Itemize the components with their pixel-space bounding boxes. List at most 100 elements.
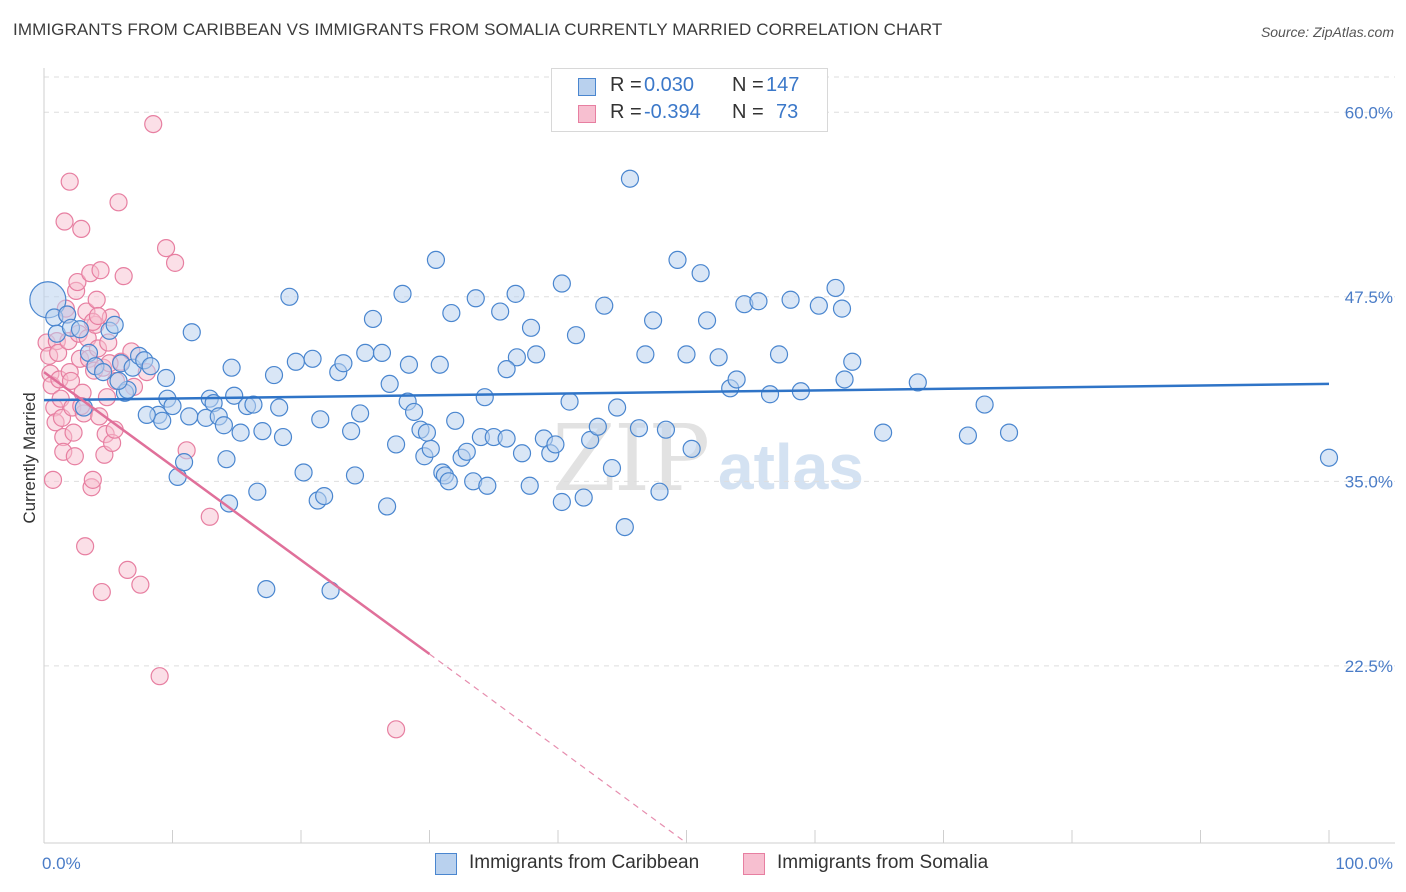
caribbean-point — [769, 345, 789, 364]
caribbean-point — [520, 476, 539, 495]
caribbean-point — [691, 264, 710, 283]
caribbean-point — [156, 368, 176, 388]
somalia-point — [55, 212, 74, 231]
somalia-point — [97, 388, 117, 407]
caribbean-point — [303, 349, 322, 368]
correlation-legend: R = 0.030 N = 147 R = -0.394 N = 73 — [551, 68, 828, 132]
caribbean-point — [244, 395, 263, 414]
caribbean-point — [727, 370, 746, 389]
caribbean-point — [163, 396, 182, 416]
x-tick-label: 100.0% — [1335, 854, 1393, 873]
caribbean-point — [506, 284, 525, 303]
caribbean-point — [356, 343, 375, 363]
somalia-point — [118, 560, 137, 580]
caribbean-point — [643, 311, 663, 330]
chart-title: IMMIGRANTS FROM CARIBBEAN VS IMMIGRANTS … — [13, 20, 943, 39]
caribbean-point — [253, 422, 272, 441]
somalia-point — [61, 371, 81, 391]
caribbean-point — [342, 422, 361, 441]
caribbean-point — [507, 348, 526, 367]
caribbean-point — [636, 345, 655, 364]
caribbean-point — [141, 357, 160, 376]
legend-swatch-pink — [578, 105, 596, 123]
caribbean-point — [835, 370, 854, 389]
y-tick-label: 60.0% — [1345, 103, 1393, 122]
caribbean-point — [70, 320, 90, 339]
caribbean-point — [826, 278, 845, 298]
caribbean-point — [377, 497, 397, 516]
caribbean-point — [874, 423, 893, 442]
somalia-point — [200, 507, 219, 526]
caribbean-point — [214, 416, 233, 435]
caribbean-point — [399, 355, 419, 374]
caribbean-point — [280, 287, 299, 306]
caribbean-point — [311, 410, 330, 429]
somalia-point — [87, 290, 106, 309]
caribbean-point — [843, 352, 862, 371]
caribbean-point — [217, 450, 236, 469]
caribbean-point — [174, 453, 194, 472]
legend-n-label: N = — [732, 74, 764, 96]
caribbean-point — [760, 385, 780, 404]
caribbean-point — [677, 345, 696, 364]
legend-n-label: N = — [732, 101, 764, 123]
somalia-trend-line — [43, 371, 431, 656]
legend-n-value: 73 — [776, 101, 799, 123]
caribbean-point — [602, 458, 622, 478]
trend-lines — [43, 371, 1330, 844]
somalia-point — [156, 238, 176, 258]
caribbean-point — [264, 365, 284, 385]
y-tick-label: 47.5% — [1345, 288, 1393, 307]
caribbean-points — [29, 169, 1339, 600]
somalia-point — [49, 343, 68, 363]
caribbean-point — [421, 439, 440, 458]
somalia-point — [92, 582, 111, 602]
caribbean-point — [345, 466, 365, 485]
caribbean-point — [958, 426, 978, 445]
caribbean-point — [393, 284, 412, 303]
caribbean-point — [781, 290, 800, 309]
caribbean-point — [497, 360, 516, 379]
legend-r-value: -0.394 — [644, 101, 701, 123]
source-credit: Source: ZipAtlas.com — [1260, 24, 1394, 40]
series-legend-label: Immigrants from Caribbean — [469, 852, 700, 873]
caribbean-point — [466, 289, 485, 308]
caribbean-point — [248, 482, 267, 501]
caribbean-point — [552, 274, 571, 293]
tick-labels: 22.5% 35.0% 47.5% 60.0% 0.0% 100.0% — [42, 103, 1393, 873]
caribbean-point — [668, 250, 687, 270]
somalia-point — [68, 272, 87, 292]
somalia-point — [90, 407, 109, 426]
caribbean-point — [105, 315, 124, 334]
caribbean-point — [446, 411, 465, 430]
caribbean-point — [527, 345, 546, 364]
caribbean-point — [552, 492, 571, 512]
caribbean-point — [656, 420, 676, 439]
caribbean-point — [225, 386, 244, 405]
caribbean-point — [615, 517, 634, 537]
caribbean-point — [294, 463, 313, 482]
caribbean-point — [497, 429, 516, 448]
caribbean-point — [270, 398, 289, 417]
caribbean-point — [442, 303, 461, 323]
caribbean-point — [629, 419, 649, 438]
series-legend: Immigrants from Caribbean Immigrants fro… — [0, 851, 1406, 877]
caribbean-point — [975, 395, 994, 414]
somalia-point — [165, 253, 185, 272]
caribbean-point — [386, 435, 406, 454]
caribbean-point — [351, 404, 370, 423]
caribbean-point — [608, 398, 627, 417]
somalia-point — [109, 193, 128, 212]
caribbean-point — [430, 355, 449, 374]
caribbean-point — [457, 442, 476, 461]
x-tick-label: 0.0% — [42, 854, 81, 873]
caribbean-point — [546, 435, 565, 454]
somalia-point — [72, 219, 91, 239]
legend-r-label: R = — [610, 74, 642, 96]
caribbean-point — [574, 488, 593, 507]
caribbean-point — [417, 423, 437, 442]
caribbean-point — [222, 358, 241, 377]
legend-swatch-pink — [743, 853, 765, 875]
caribbean-point — [620, 169, 640, 188]
